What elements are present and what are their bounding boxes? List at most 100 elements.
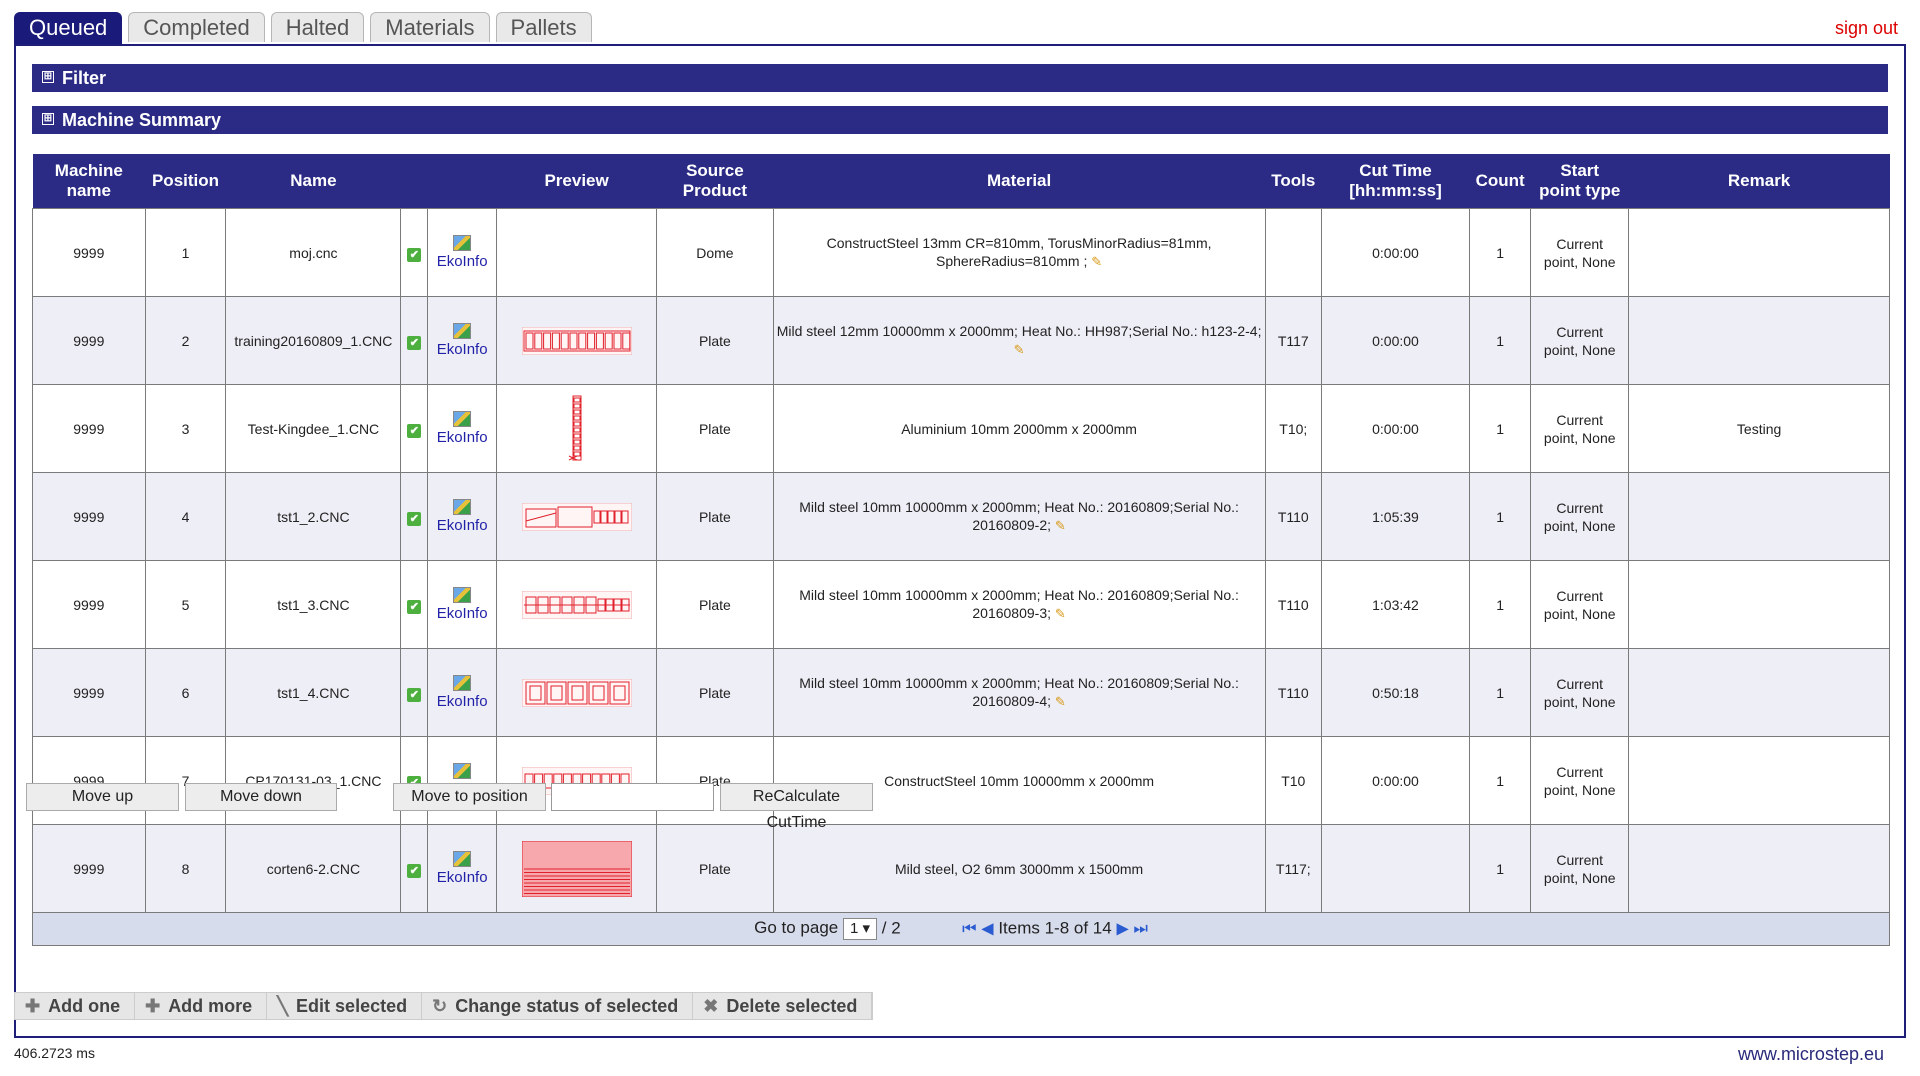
ekoinfo-link[interactable]: EkoInfo (437, 410, 488, 447)
table-row[interactable]: 9999 2 training20160809_1.CNC ✔ EkoInfo Plate… (32, 296, 1890, 385)
move-down-button[interactable]: Move down (185, 783, 337, 811)
nesting-preview-image[interactable] (521, 678, 632, 707)
ekoinfo-label: EkoInfo (436, 604, 488, 622)
status-check-icon[interactable]: ✔ (407, 687, 422, 702)
table-row[interactable]: 9999 5 tst1_3.CNC ✔ EkoInfo Plate Mild steel 1… (32, 560, 1890, 649)
cell-ekoinfo: EkoInfo (427, 560, 497, 649)
col-status (400, 154, 428, 209)
cell-position: 8 (144, 824, 227, 913)
ekoinfo-link[interactable]: EkoInfo (437, 674, 488, 711)
nesting-preview-image[interactable] (521, 502, 632, 531)
ekoinfo-link[interactable]: EkoInfo (436, 234, 488, 271)
cell-source-product: Plate (656, 736, 774, 825)
ekoinfo-label: EkoInfo (436, 252, 488, 270)
status-check-icon[interactable]: ✔ (407, 863, 422, 878)
cell-remark (1628, 648, 1890, 737)
col-cut-time[interactable]: Cut Time [hh:mm:ss] (1321, 154, 1470, 209)
tab-completed[interactable]: Completed (128, 12, 265, 42)
page-select[interactable]: 1 ▾ (842, 918, 878, 940)
ekoinfo-link[interactable]: EkoInfo (436, 850, 488, 887)
cell-material: Mild steel 10mm 10000mm x 2000mm; Heat N… (772, 560, 1266, 649)
prev-page-icon[interactable]: ◀ (981, 920, 994, 938)
status-check-icon[interactable]: ✔ (407, 423, 422, 438)
start-point-line1: Current (1556, 675, 1604, 692)
col-material[interactable]: Material (773, 154, 1266, 209)
position-input[interactable] (551, 783, 714, 811)
material-text: Mild steel, O2 6mm 3000mm x 1500mm (894, 860, 1144, 877)
first-page-icon[interactable]: ⏮ (962, 920, 977, 938)
status-check-icon[interactable]: ✔ (407, 599, 422, 614)
nesting-preview-image[interactable] (522, 248, 632, 258)
cell-count: 1 (1469, 824, 1532, 913)
edit-selected-button-label: Edit selected (296, 996, 408, 1016)
filter-section-header[interactable]: ⊞ Filter (32, 64, 1888, 92)
tab-materials[interactable]: Materials (370, 12, 490, 42)
nesting-preview-image[interactable] (521, 326, 632, 355)
tab-halted[interactable]: Halted (270, 12, 365, 42)
table-row[interactable]: 9999 8 corten6-2.CNC ✔ EkoInfo Plate Mild stee… (32, 824, 1890, 913)
nesting-preview-image[interactable] (565, 394, 589, 464)
start-point-line1: Current (1556, 323, 1604, 340)
nesting-preview-image[interactable] (521, 590, 632, 619)
machine-summary-header[interactable]: ⊞ Machine Summary (32, 106, 1888, 134)
delete-selected-button[interactable]: ✖ Delete selected (693, 993, 873, 1019)
ekoinfo-link[interactable]: EkoInfo (436, 586, 488, 623)
edit-selected-button[interactable]: ╲ Edit selected (267, 993, 423, 1019)
col-position[interactable]: Position (145, 154, 226, 209)
move-to-position-button[interactable]: Move to position (393, 783, 546, 811)
cell-ekoinfo: EkoInfo (427, 472, 497, 561)
col-tools[interactable]: Tools (1265, 154, 1322, 209)
ekoinfo-link[interactable]: EkoInfo (437, 322, 488, 359)
add-more-button[interactable]: ✚ Add more (135, 993, 268, 1019)
ekoinfo-image-icon (453, 762, 472, 779)
col-remark[interactable]: Remark (1628, 154, 1890, 209)
status-check-icon[interactable]: ✔ (407, 335, 422, 350)
material-text: Mild steel 10mm 10000mm x 2000mm; Heat N… (799, 587, 1239, 621)
ekoinfo-label: EkoInfo (436, 868, 488, 886)
col-start-point-type[interactable]: Start point type (1530, 154, 1629, 209)
ekoinfo-image-icon (453, 322, 472, 339)
edit-pencil-icon[interactable]: ✎ (1013, 342, 1025, 357)
cell-position: 6 (144, 648, 227, 737)
cell-source-product: Plate (656, 296, 774, 385)
ekoinfo-image-icon (453, 674, 472, 691)
cell-source-product: Plate (656, 648, 774, 737)
col-name[interactable]: Name (225, 154, 401, 209)
edit-pencil-icon[interactable]: ✎ (1054, 518, 1066, 533)
status-check-icon[interactable]: ✔ (407, 247, 422, 262)
move-up-button[interactable]: Move up (26, 783, 179, 811)
change-status-button[interactable]: ↻ Change status of selected (422, 993, 694, 1019)
col-machine-name[interactable]: Machine name (32, 154, 146, 209)
add-more-button-label: Add more (168, 996, 253, 1016)
nesting-preview-image[interactable] (521, 840, 632, 897)
recalculate-cuttime-button[interactable]: ReCalculate CutTime (720, 783, 873, 831)
col-source-product[interactable]: Source Product (656, 154, 774, 209)
col-count[interactable]: Count (1469, 154, 1531, 209)
table-row[interactable]: 9999 4 tst1_2.CNC ✔ EkoInfo Plate Mild steel 1… (32, 472, 1890, 561)
tab-pallets[interactable]: Pallets (495, 12, 592, 42)
cell-count: 1 (1469, 736, 1532, 825)
edit-pencil-icon[interactable]: ✎ (1054, 694, 1066, 709)
add-one-button[interactable]: ✚ Add one (15, 993, 136, 1019)
ekoinfo-image-icon (453, 850, 472, 867)
cell-start-point-type: Current point, None (1530, 208, 1630, 297)
microstep-link[interactable]: www.microstep.eu (1737, 1044, 1884, 1064)
status-check-icon[interactable]: ✔ (407, 511, 422, 526)
tab-queued[interactable]: Queued (14, 12, 123, 44)
sign-out-link[interactable]: sign out (1834, 18, 1898, 38)
edit-pencil-icon[interactable]: ✎ (1091, 254, 1103, 269)
cell-start-point-type: Current point, None (1530, 736, 1630, 825)
goto-page-label: Go to page (754, 918, 839, 938)
cell-cut-time: 0:00:00 (1320, 384, 1471, 473)
plus-icon: ✚ (145, 996, 161, 1016)
last-page-icon[interactable]: ⏭ (1133, 920, 1148, 938)
table-row[interactable]: 9999 6 tst1_4.CNC ✔ EkoInfo Plate Mild steel 1… (32, 648, 1890, 737)
next-page-icon[interactable]: ▶ (1116, 920, 1129, 938)
table-row[interactable]: 9999 1 moj.cnc ✔ EkoInfo Dome ConstructSteel 1… (32, 208, 1890, 297)
edit-pencil-icon[interactable]: ✎ (1054, 606, 1066, 621)
table-row[interactable]: 9999 3 Test-Kingdee_1.CNC ✔ EkoInfo Plate Alum… (32, 384, 1890, 473)
delete-selected-button-label: Delete selected (726, 996, 858, 1016)
ekoinfo-link[interactable]: EkoInfo (437, 498, 488, 535)
cell-tools: T110 (1264, 472, 1322, 561)
